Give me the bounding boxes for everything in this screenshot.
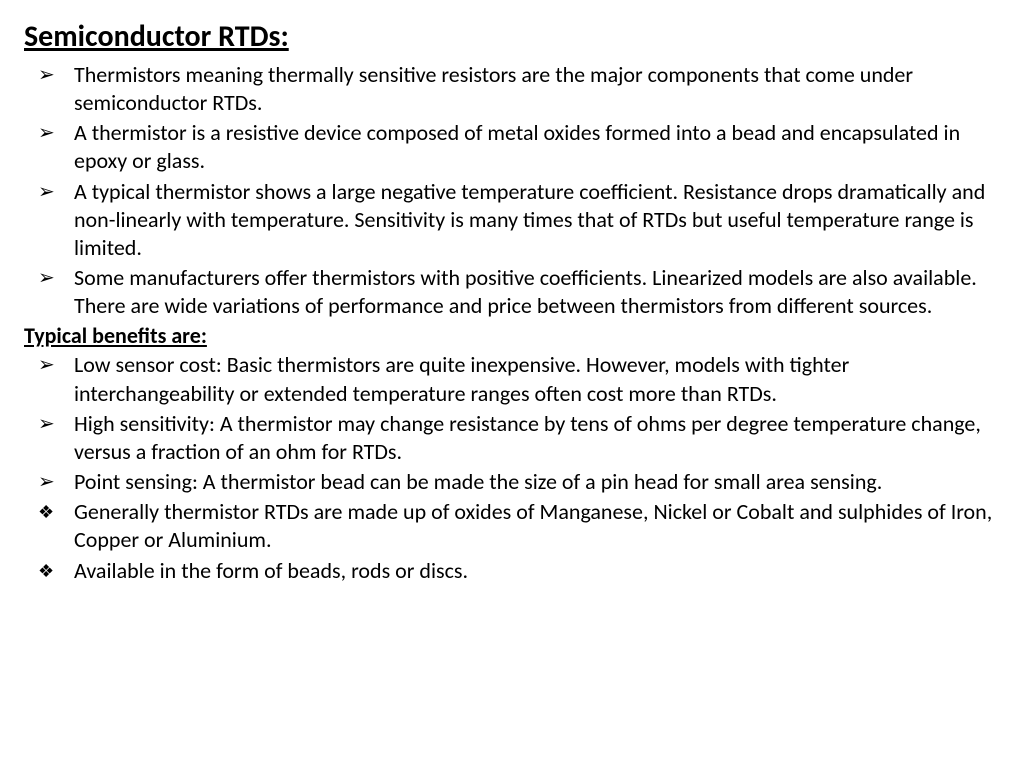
- list-item: High sensitivity: A thermistor may chang…: [24, 410, 1000, 466]
- list-item: A typical thermistor shows a large negat…: [24, 178, 1000, 262]
- diamond-icon: [38, 500, 54, 526]
- section-subtitle: Typical benefits are:: [24, 322, 1000, 349]
- list-item: A thermistor is a resistive device compo…: [24, 119, 1000, 175]
- composition-list: Generally thermistor RTDs are made up of…: [24, 498, 1000, 584]
- list-text: Generally thermistor RTDs are made up of…: [74, 498, 992, 553]
- list-text: High sensitivity: A thermistor may chang…: [74, 410, 981, 465]
- arrow-icon: [38, 180, 55, 206]
- arrow-icon: [38, 353, 55, 379]
- benefits-list: Low sensor cost: Basic thermistors are q…: [24, 351, 1000, 496]
- list-item: Thermistors meaning thermally sensitive …: [24, 61, 1000, 117]
- diamond-icon: [38, 559, 54, 585]
- arrow-icon: [38, 63, 55, 89]
- arrow-icon: [38, 412, 55, 438]
- list-text: Thermistors meaning thermally sensitive …: [74, 61, 913, 116]
- page-title: Semiconductor RTDs:: [24, 18, 1000, 55]
- list-text: Available in the form of beads, rods or …: [74, 557, 468, 584]
- arrow-icon: [38, 470, 55, 496]
- list-item: Some manufacturers offer thermistors wit…: [24, 264, 1000, 320]
- list-item: Generally thermistor RTDs are made up of…: [24, 498, 1000, 554]
- list-text: Some manufacturers offer thermistors wit…: [74, 264, 977, 319]
- list-text: Point sensing: A thermistor bead can be …: [74, 468, 882, 495]
- arrow-icon: [38, 121, 55, 147]
- list-item: Available in the form of beads, rods or …: [24, 557, 1000, 585]
- list-text: A thermistor is a resistive device compo…: [74, 119, 960, 174]
- list-item: Low sensor cost: Basic thermistors are q…: [24, 351, 1000, 407]
- list-text: A typical thermistor shows a large negat…: [74, 178, 985, 261]
- list-item: Point sensing: A thermistor bead can be …: [24, 468, 1000, 496]
- arrow-icon: [38, 266, 55, 292]
- list-text: Low sensor cost: Basic thermistors are q…: [74, 351, 849, 406]
- intro-list: Thermistors meaning thermally sensitive …: [24, 61, 1000, 320]
